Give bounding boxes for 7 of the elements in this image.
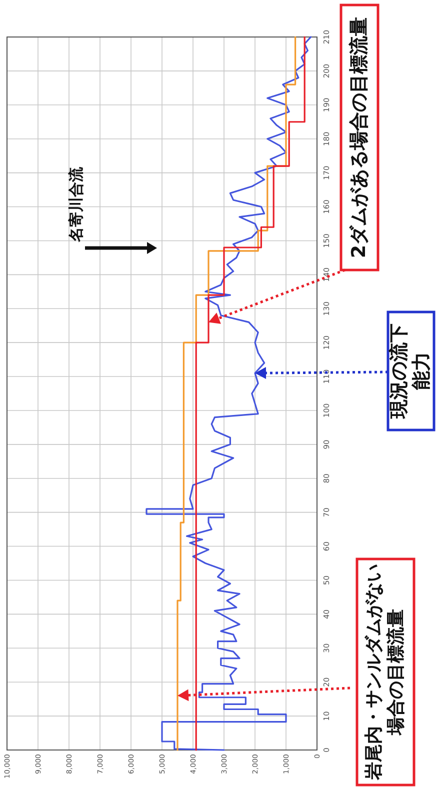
annotation: 現況の流下能力 — [388, 324, 433, 420]
annotation: 岩尾内・サンルダムがない場合の目標流量 — [364, 564, 406, 781]
line-series — [146, 36, 312, 751]
line-series — [195, 36, 306, 751]
annotation: 名寄川合流 — [67, 166, 85, 243]
annotation: 2ダムがある場合の目標流量 — [348, 16, 370, 258]
line-series — [176, 36, 296, 751]
